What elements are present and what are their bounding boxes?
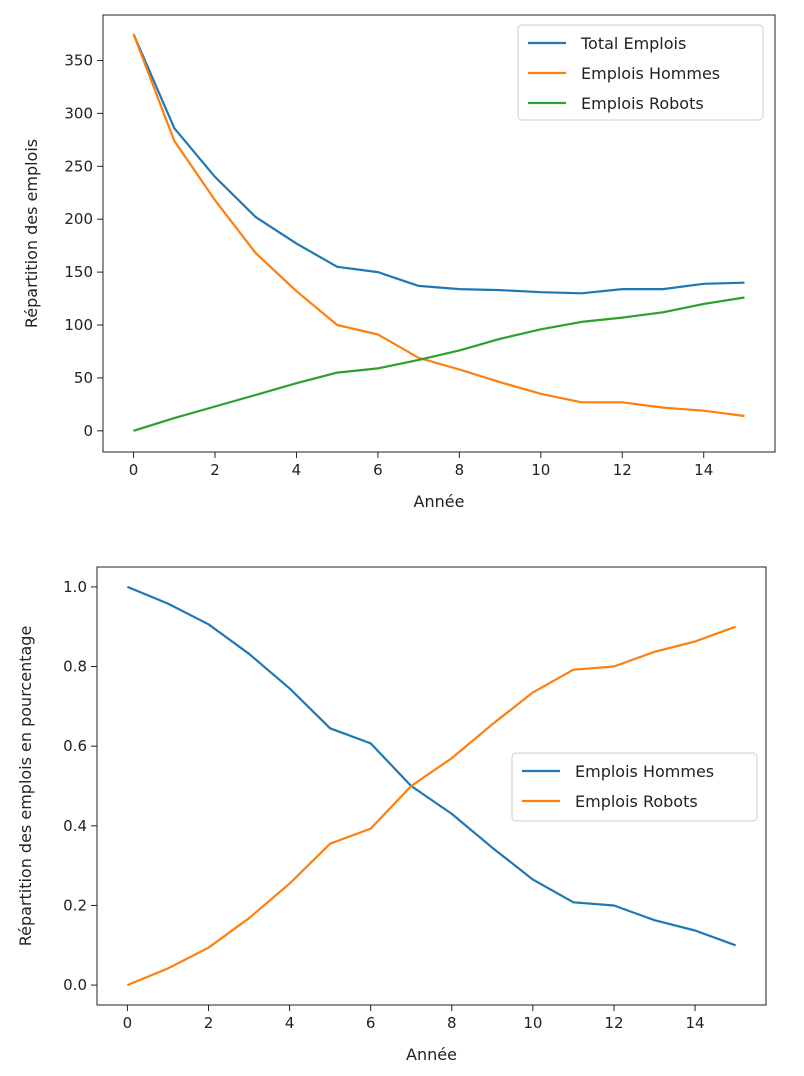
x-tick-label: 10 [523,1014,542,1032]
x-axis-label: Année [414,492,465,511]
y-axis-label: Répartition des emplois en pourcentage [16,626,35,947]
y-tick-label: 200 [64,210,93,228]
legend-label: Total Emplois [580,34,686,53]
y-tick-label: 0.8 [63,658,87,676]
plot-frame [96,566,767,1006]
y-tick-label: 0.4 [63,817,87,835]
x-axis-label: Année [406,1045,457,1064]
y-axis-label: Répartition des emplois [22,139,41,328]
x-tick-label: 4 [292,461,302,479]
legend-box [517,24,764,121]
legend-box [511,752,758,822]
series-line-1 [132,33,745,295]
x-tick-label: 8 [447,1014,457,1032]
y-tick-label: 1.0 [63,578,87,596]
chart-top: 0 2 4 6 8 10 12 14 0 50 100 150 200 250 300 350 Année Rép… [22,14,776,511]
x-tick-label: 14 [694,461,713,479]
chart-bottom: 0 2 4 6 8 10 12 14 0.0 0.2 0.4 0.6 0.8 1.0 Année Répart… [16,566,767,1064]
legend-label: Emplois Robots [581,94,704,113]
x-tick-label: 0 [123,1014,133,1032]
y-tick-label: 300 [64,104,93,122]
y-tick-label: 0 [83,422,93,440]
y-tick-label: 150 [64,263,93,281]
y-tick-label: 0.2 [63,896,87,914]
y-tick-label: 100 [64,316,93,334]
x-tick-label: 12 [604,1014,623,1032]
x-tick-label: 4 [285,1014,295,1032]
legend-label: Emplois Hommes [575,762,714,781]
x-tick-label: 8 [455,461,465,479]
x-tick-label: 0 [129,461,139,479]
x-tick-label: 2 [210,461,220,479]
series-line-3 [133,296,745,432]
legend-label: Emplois Hommes [581,64,720,83]
x-tick-label: 6 [373,461,383,479]
x-tick-label: 14 [685,1014,704,1032]
x-tick-label: 6 [366,1014,376,1032]
y-tick-label: 250 [64,157,93,175]
x-tick-label: 12 [613,461,632,479]
y-tick-label: 0.6 [63,737,87,755]
plot-frame [102,14,776,453]
series-line-1 [126,585,736,947]
y-tick-label: 50 [74,369,93,387]
series-line-2 [126,625,736,987]
series-line-2 [132,33,745,418]
y-tick-label: 0.0 [63,976,87,994]
x-tick-label: 10 [531,461,550,479]
legend-label: Emplois Robots [575,792,698,811]
y-tick-label: 350 [64,51,93,69]
x-tick-label: 2 [204,1014,214,1032]
